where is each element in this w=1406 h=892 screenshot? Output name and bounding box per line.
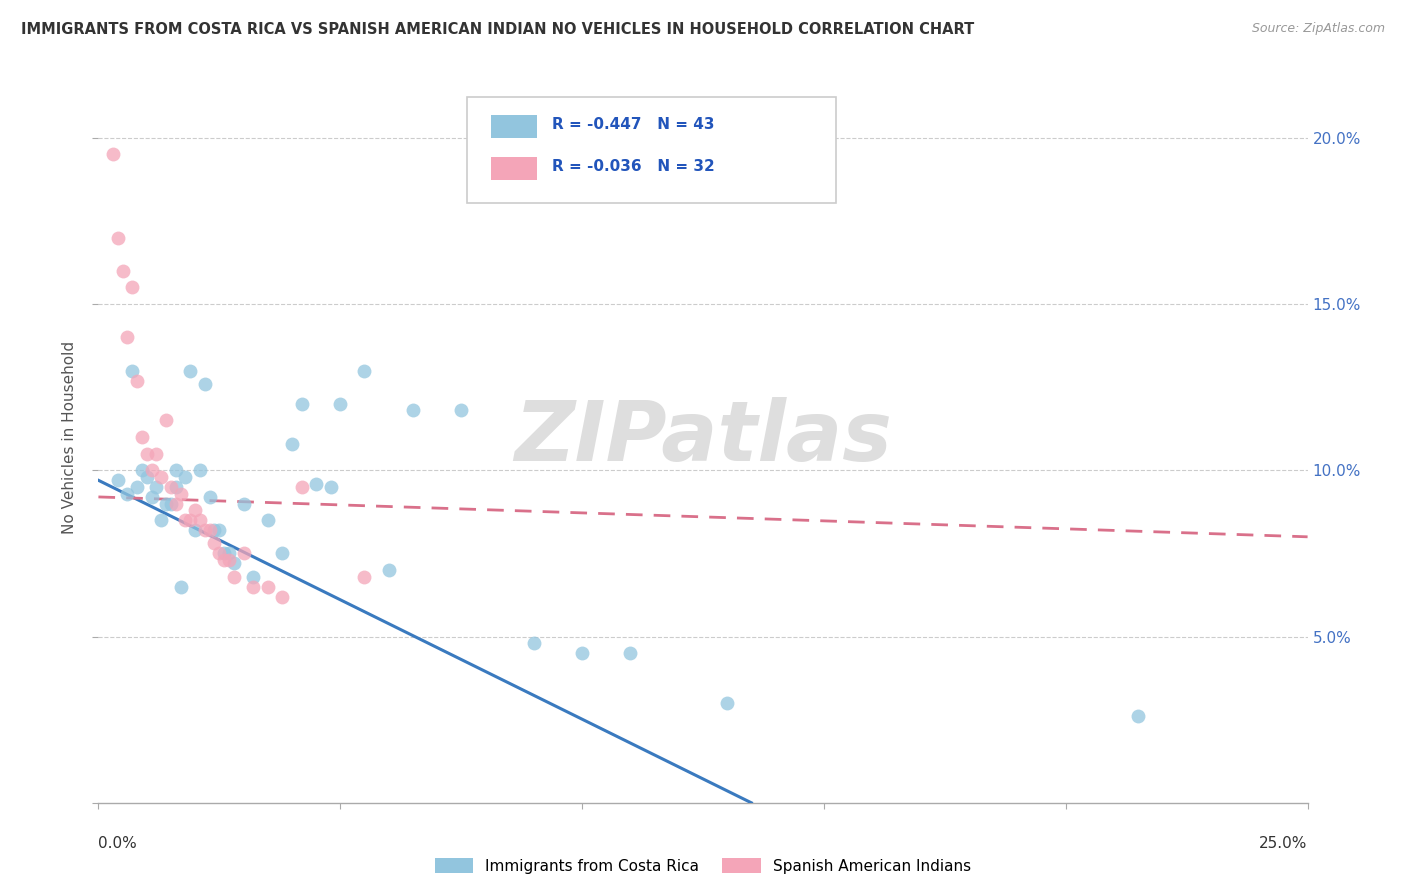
- Point: [179, 513, 201, 527]
- Point: [131, 430, 153, 444]
- Point: [121, 280, 143, 294]
- Point: [232, 497, 254, 511]
- Point: [222, 557, 245, 571]
- Point: [353, 570, 375, 584]
- Point: [194, 376, 217, 391]
- Point: [232, 546, 254, 560]
- Point: [198, 523, 221, 537]
- Point: [619, 646, 641, 660]
- Point: [169, 580, 191, 594]
- Point: [450, 403, 472, 417]
- Point: [271, 546, 294, 560]
- Point: [174, 513, 197, 527]
- Bar: [492, 157, 537, 180]
- Text: 0.0%: 0.0%: [98, 836, 138, 851]
- Point: [212, 553, 235, 567]
- Point: [160, 497, 183, 511]
- Point: [305, 476, 328, 491]
- Text: Source: ZipAtlas.com: Source: ZipAtlas.com: [1251, 22, 1385, 36]
- Point: [117, 330, 139, 344]
- Point: [165, 480, 187, 494]
- Text: R = -0.036   N = 32: R = -0.036 N = 32: [551, 159, 714, 174]
- Point: [281, 436, 304, 450]
- Text: IMMIGRANTS FROM COSTA RICA VS SPANISH AMERICAN INDIAN NO VEHICLES IN HOUSEHOLD C: IMMIGRANTS FROM COSTA RICA VS SPANISH AM…: [21, 22, 974, 37]
- Point: [174, 470, 197, 484]
- Point: [256, 580, 278, 594]
- Text: 25.0%: 25.0%: [1260, 836, 1308, 851]
- Point: [121, 363, 143, 377]
- Point: [141, 463, 163, 477]
- Point: [218, 553, 240, 567]
- Point: [107, 473, 129, 487]
- Point: [571, 646, 593, 660]
- Point: [101, 147, 124, 161]
- Point: [135, 470, 157, 484]
- Point: [117, 486, 139, 500]
- Point: [169, 486, 191, 500]
- Point: [194, 523, 217, 537]
- Point: [131, 463, 153, 477]
- Point: [402, 403, 425, 417]
- Point: [329, 397, 352, 411]
- Point: [179, 363, 201, 377]
- Point: [184, 503, 207, 517]
- Point: [271, 590, 294, 604]
- Point: [198, 490, 221, 504]
- Point: [155, 413, 177, 427]
- Point: [150, 513, 173, 527]
- Point: [212, 546, 235, 560]
- Point: [523, 636, 546, 650]
- Y-axis label: No Vehicles in Household: No Vehicles in Household: [62, 341, 77, 533]
- Bar: [492, 114, 537, 138]
- Point: [127, 480, 149, 494]
- Point: [208, 546, 231, 560]
- Point: [204, 523, 226, 537]
- Point: [290, 397, 312, 411]
- Point: [141, 490, 163, 504]
- Point: [160, 480, 183, 494]
- Point: [319, 480, 342, 494]
- FancyBboxPatch shape: [467, 97, 837, 203]
- Point: [290, 480, 312, 494]
- Point: [377, 563, 399, 577]
- Point: [188, 463, 211, 477]
- Point: [1128, 709, 1150, 723]
- Point: [150, 470, 173, 484]
- Point: [204, 536, 226, 550]
- Point: [218, 546, 240, 560]
- Point: [155, 497, 177, 511]
- Point: [242, 580, 264, 594]
- Point: [353, 363, 375, 377]
- Point: [716, 696, 738, 710]
- Point: [135, 447, 157, 461]
- Point: [127, 374, 149, 388]
- Point: [222, 570, 245, 584]
- Point: [145, 480, 167, 494]
- Point: [165, 497, 187, 511]
- Point: [208, 523, 231, 537]
- Text: R = -0.447   N = 43: R = -0.447 N = 43: [551, 117, 714, 131]
- Point: [188, 513, 211, 527]
- Point: [184, 523, 207, 537]
- Point: [145, 447, 167, 461]
- Point: [242, 570, 264, 584]
- Text: ZIPatlas: ZIPatlas: [515, 397, 891, 477]
- Point: [256, 513, 278, 527]
- Point: [111, 264, 134, 278]
- Point: [107, 230, 129, 244]
- Legend: Immigrants from Costa Rica, Spanish American Indians: Immigrants from Costa Rica, Spanish Amer…: [429, 852, 977, 880]
- Point: [165, 463, 187, 477]
